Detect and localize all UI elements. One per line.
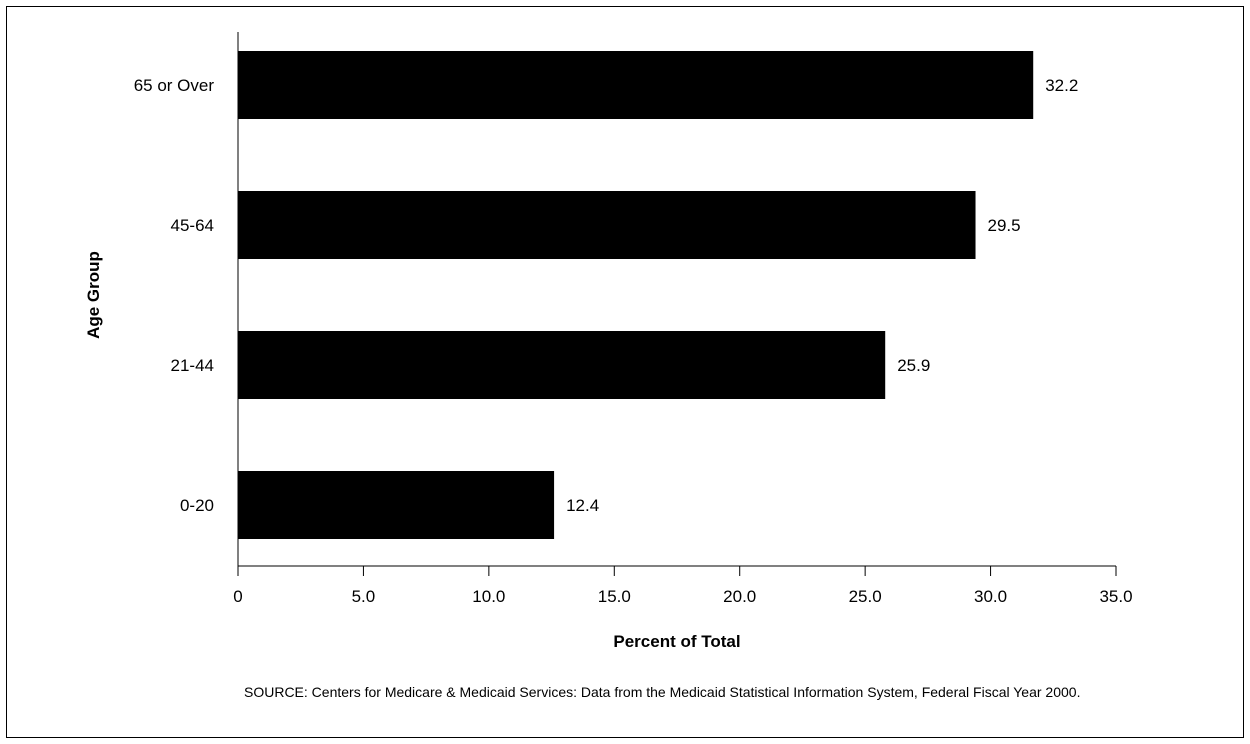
- x-axis-title: Percent of Total: [613, 632, 740, 651]
- x-tick-label: 5.0: [352, 587, 376, 606]
- category-label: 21-44: [171, 356, 214, 375]
- x-tick-label: 30.0: [974, 587, 1007, 606]
- source-note: SOURCE: Centers for Medicare & Medicaid …: [244, 684, 1081, 700]
- bar-0-20: [238, 471, 555, 539]
- data-label: 32.2: [1045, 76, 1078, 95]
- x-tick-label: 15.0: [598, 587, 631, 606]
- data-label: 29.5: [988, 216, 1021, 235]
- bar-65-or-over: [238, 51, 1034, 119]
- y-axis-title: Age Group: [84, 251, 103, 339]
- data-label: 25.9: [897, 356, 930, 375]
- x-tick-label: 25.0: [849, 587, 882, 606]
- bar-21-44: [238, 331, 886, 399]
- data-label: 12.4: [566, 496, 599, 515]
- category-label: 45-64: [171, 216, 214, 235]
- category-label: 65 or Over: [134, 76, 215, 95]
- axes-group: 65 or Over 45-64 21-44 0-20 0 5.0 10.0 15.0 20.0…: [134, 32, 1133, 606]
- bars-group: 32.2 29.5 25.9 12.4: [238, 51, 1078, 539]
- x-tick-label: 10.0: [472, 587, 505, 606]
- category-label: 0-20: [180, 496, 214, 515]
- bar-45-64: [238, 191, 976, 259]
- x-tick-label: 35.0: [1099, 587, 1132, 606]
- x-tick-label: 0: [233, 587, 242, 606]
- x-tick-label: 20.0: [723, 587, 756, 606]
